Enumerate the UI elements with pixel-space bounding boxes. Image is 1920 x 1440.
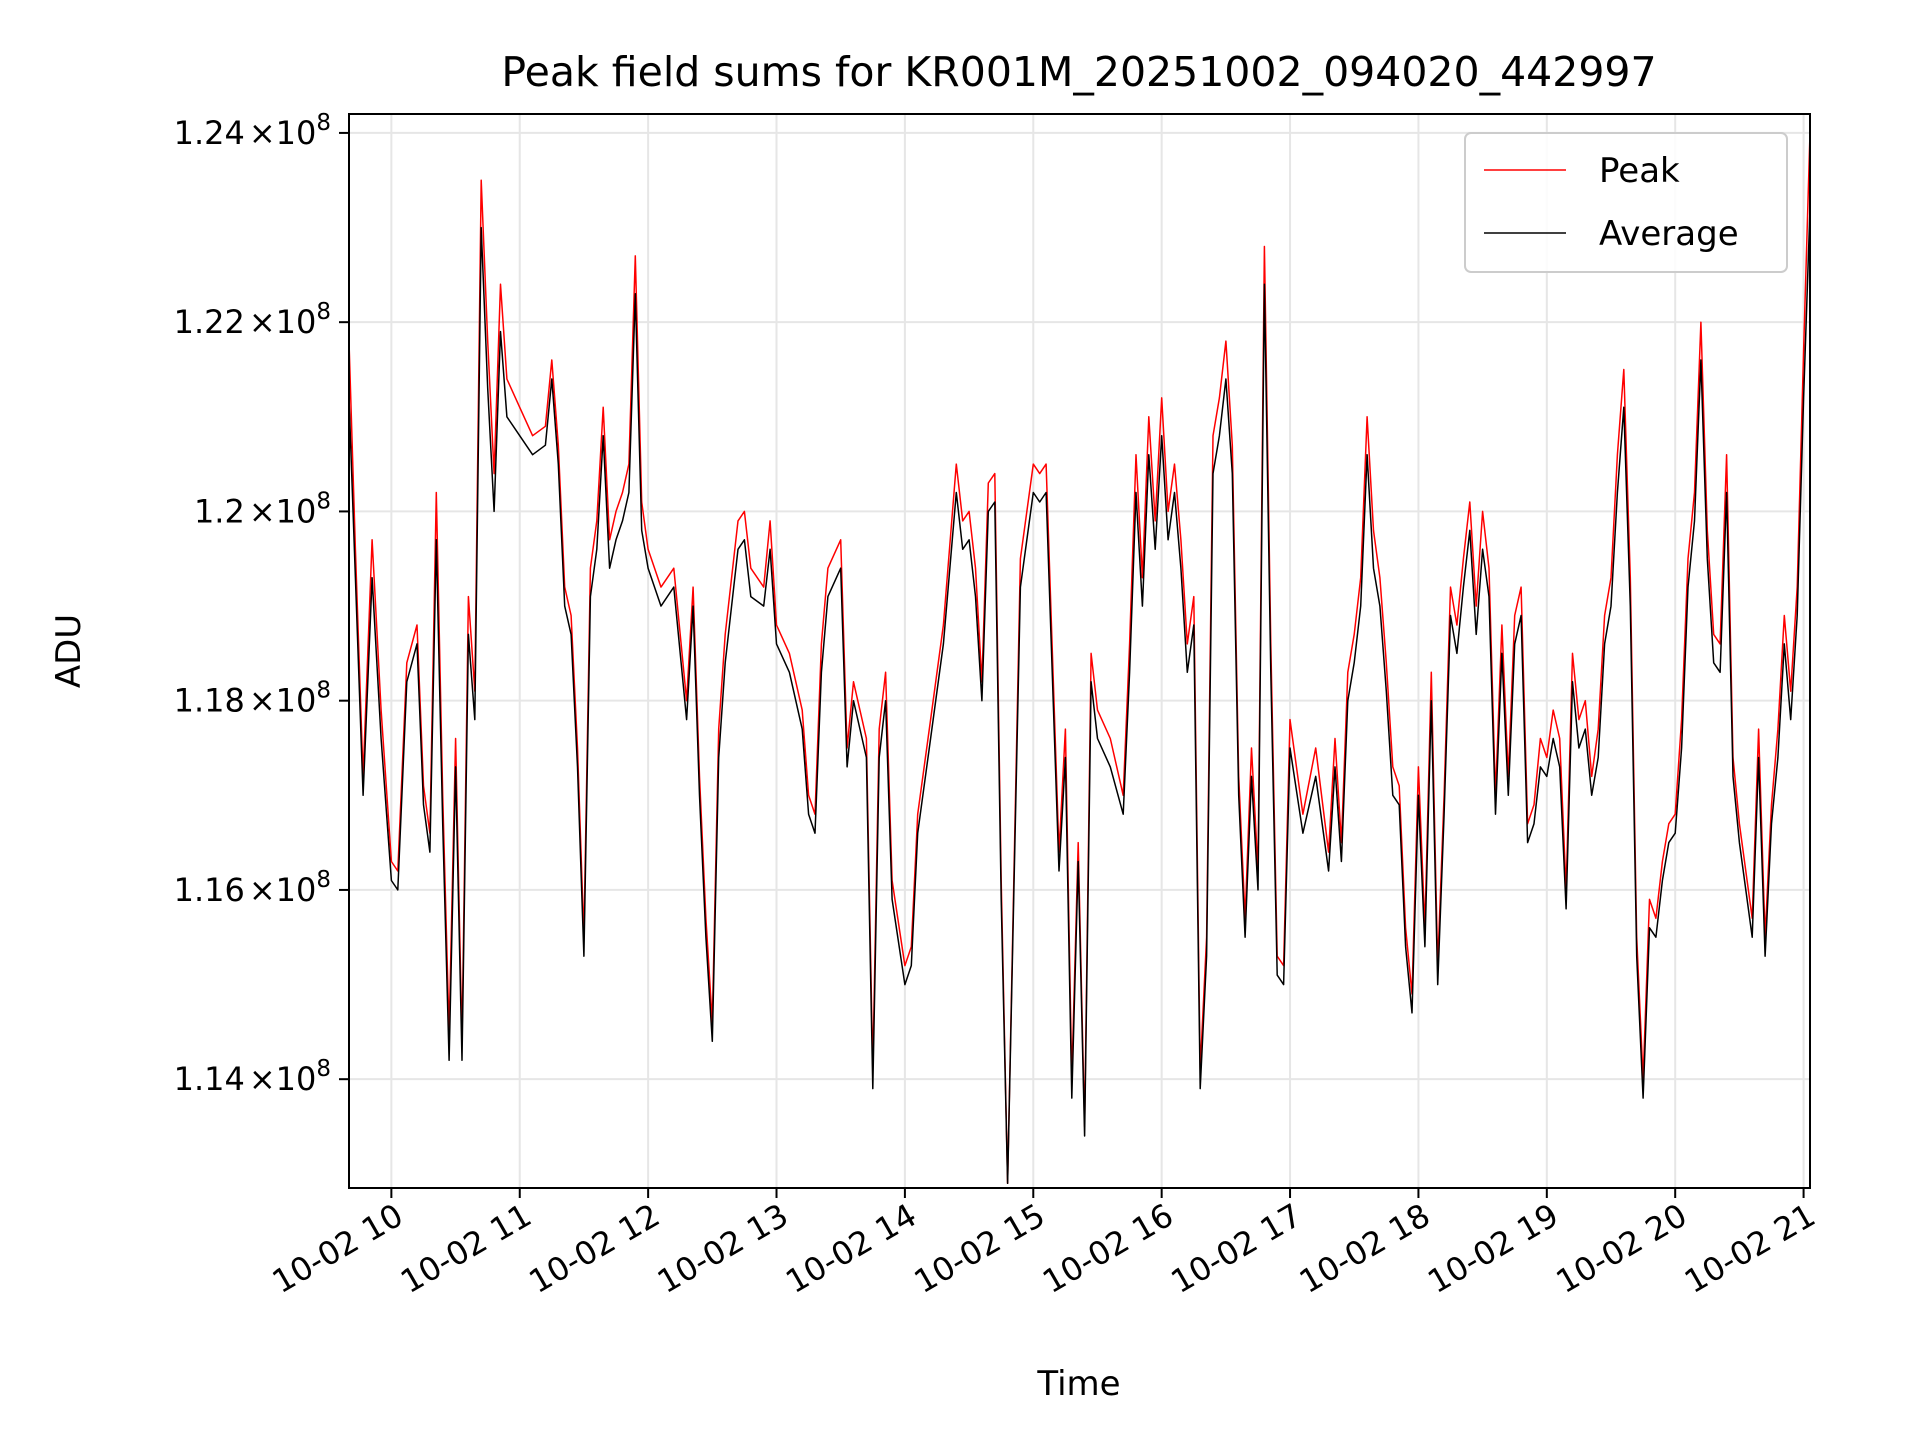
legend: Peak Average: [1464, 132, 1788, 273]
series-average-line: [349, 208, 1810, 1185]
y-tick-label: 1.2 ×108: [194, 488, 331, 530]
series-peak-line: [349, 132, 1810, 1185]
y-tick-label: 1.24 ×108: [174, 110, 331, 152]
y-axis-title: ADU: [49, 614, 89, 688]
chart-title: Peak field sums for KR001M_20251002_0940…: [501, 48, 1656, 96]
y-tick-label: 1.18 ×108: [174, 678, 331, 720]
legend-peak-label: Peak: [1599, 151, 1680, 191]
y-tick-label: 1.22 ×108: [174, 299, 331, 341]
x-axis-title: Time: [1036, 1364, 1120, 1404]
y-axis-ticks: 1.14 ×108 1.16 ×108 1.18 ×108 1.2 ×108 1.22 ×108 1…: [174, 110, 349, 1098]
y-tick-label: 1.16 ×108: [174, 867, 331, 909]
legend-box: [1464, 132, 1788, 273]
y-tick-label: 1.14 ×108: [174, 1056, 331, 1098]
legend-average-label: Average: [1599, 214, 1739, 254]
plot-frame: [348, 113, 1811, 1189]
series-layer: [349, 132, 1810, 1185]
